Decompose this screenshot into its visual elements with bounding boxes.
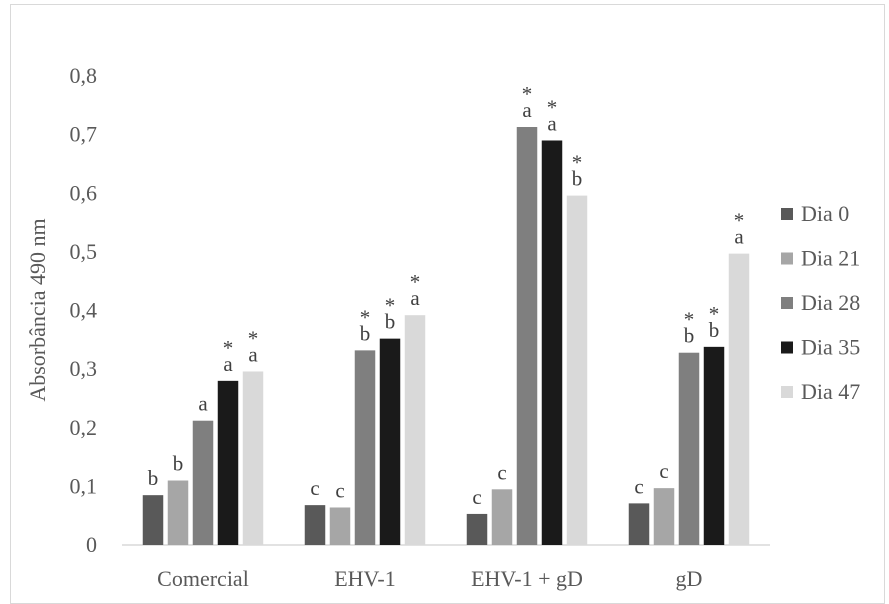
- significance-letter: c: [335, 478, 344, 502]
- bar: [242, 371, 264, 545]
- y-tick-label: 0,5: [70, 239, 98, 264]
- y-tick-label: 0: [86, 532, 97, 557]
- significance-asterisk: *: [385, 294, 396, 318]
- significance-letter: c: [634, 474, 643, 498]
- bar: [541, 140, 563, 546]
- bar: [192, 420, 214, 545]
- y-tick-label: 0,4: [70, 298, 98, 323]
- x-category-label: gD: [676, 566, 703, 591]
- significance-letter: b: [385, 310, 396, 334]
- legend-swatch: [781, 341, 793, 354]
- legend-label: Dia 35: [801, 335, 860, 360]
- bar: [566, 195, 588, 545]
- significance-letter: a: [198, 392, 208, 416]
- significance-letter: c: [310, 476, 319, 500]
- bar: [678, 352, 700, 545]
- significance-letter: b: [684, 324, 695, 348]
- legend-swatch: [781, 208, 793, 220]
- significance-letter: b: [709, 318, 720, 342]
- legend-swatch: [781, 252, 793, 265]
- bar: [354, 350, 376, 545]
- bar: [379, 338, 401, 545]
- significance-letter: a: [522, 98, 532, 122]
- bar: [653, 488, 675, 545]
- y-tick-label: 0,2: [70, 415, 98, 440]
- legend-label: Dia 47: [801, 379, 860, 404]
- significance-letter: c: [659, 459, 668, 483]
- bar: [628, 503, 650, 545]
- bar: [516, 127, 538, 545]
- significance-asterisk: *: [360, 305, 371, 329]
- bar: [217, 380, 239, 545]
- significance-letter: c: [472, 485, 481, 509]
- x-category-label: EHV-1 + gD: [471, 566, 583, 591]
- significance-asterisk: *: [410, 270, 421, 294]
- significance-letter: c: [497, 460, 506, 484]
- significance-asterisk: *: [684, 308, 695, 332]
- significance-letter: b: [572, 167, 583, 191]
- significance-letter: b: [360, 321, 371, 345]
- significance-asterisk: *: [734, 209, 745, 233]
- significance-letter: a: [734, 225, 744, 249]
- legend-swatch: [781, 386, 793, 398]
- significance-asterisk: *: [248, 326, 259, 350]
- y-tick-label: 0,3: [70, 356, 98, 381]
- y-tick-label: 0,8: [70, 63, 98, 88]
- x-category-label: EHV-1: [334, 566, 396, 591]
- significance-letter: b: [148, 466, 159, 490]
- bar: [728, 253, 750, 546]
- significance-asterisk: *: [522, 82, 533, 106]
- y-tick-label: 0,6: [70, 180, 98, 205]
- bar: [703, 346, 725, 545]
- legend-label: Dia 28: [801, 290, 860, 315]
- y-tick-label: 0,1: [70, 473, 98, 498]
- significance-asterisk: *: [223, 336, 234, 360]
- bar: [167, 480, 189, 545]
- bar: [329, 507, 351, 545]
- y-tick-label: 0,7: [70, 122, 98, 147]
- legend-label: Dia 21: [801, 246, 860, 271]
- significance-letter: b: [173, 452, 184, 476]
- significance-letter: a: [223, 352, 233, 376]
- bar: [491, 489, 513, 545]
- legend-swatch: [781, 297, 793, 309]
- significance-asterisk: *: [547, 95, 558, 119]
- legend-label: Dia 0: [801, 201, 849, 226]
- significance-letter: a: [410, 286, 420, 310]
- bar: [404, 315, 426, 545]
- bar: [142, 495, 164, 545]
- y-axis-label: Absorbância 490 nm: [25, 218, 50, 401]
- significance-asterisk: *: [709, 302, 720, 326]
- significance-letter: a: [547, 111, 557, 135]
- bar: [304, 505, 326, 545]
- significance-asterisk: *: [572, 151, 583, 175]
- bar: [466, 513, 488, 545]
- significance-letter: a: [248, 342, 258, 366]
- x-category-label: Comercial: [157, 566, 249, 591]
